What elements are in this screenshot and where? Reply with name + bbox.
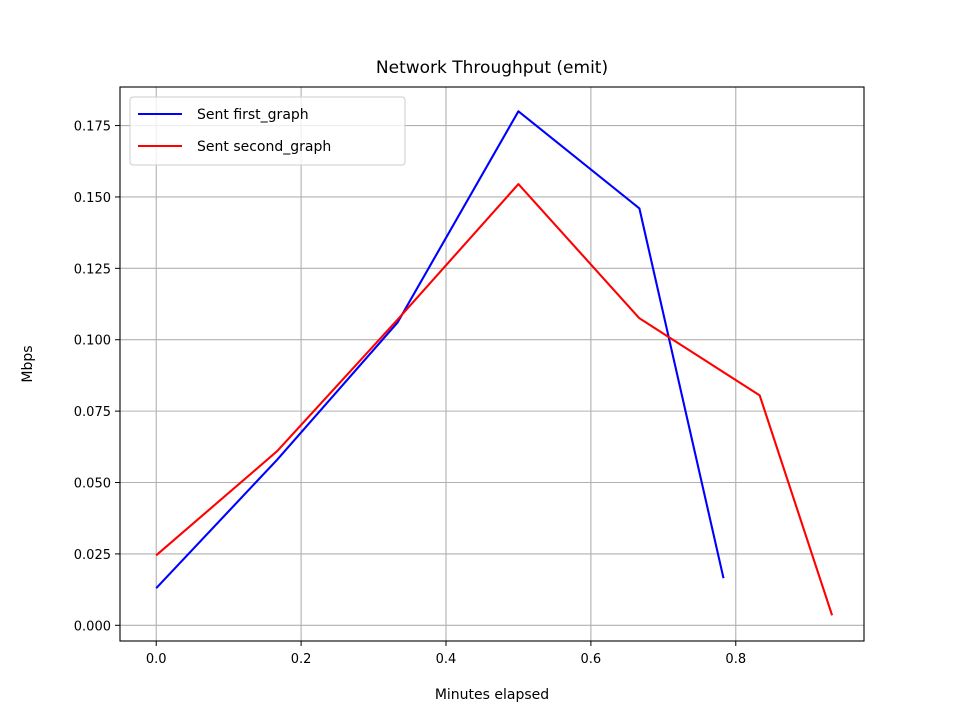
- x-axis-label: Minutes elapsed: [435, 687, 549, 703]
- series-lines: [155, 110, 834, 616]
- x-tick-label: 0.4: [436, 652, 457, 667]
- legend-label: Sent second_graph: [197, 139, 331, 155]
- chart-title: Network Throughput (emit): [376, 58, 608, 78]
- y-tick-label: 0.000: [74, 619, 111, 634]
- series-line-1: [155, 110, 725, 589]
- x-tick-label: 0.8: [725, 652, 746, 667]
- y-tick-label: 0.025: [74, 548, 111, 563]
- legend-label: Sent first_graph: [197, 107, 309, 123]
- x-tick-label: 0.6: [581, 652, 602, 667]
- grid: [120, 87, 864, 641]
- legend: Sent first_graph Sent second_graph: [129, 96, 406, 166]
- axis-ticks: 0.0 0.2 0.4 0.6 0.8 0.000 0.025 0.050 0.075 0.100…: [74, 120, 746, 667]
- y-tick-label: 0.075: [74, 405, 111, 420]
- x-tick-label: 0.2: [291, 652, 312, 667]
- y-tick-label: 0.050: [74, 477, 111, 492]
- x-tick-label: 0.0: [146, 652, 167, 667]
- y-axis-label: Mbps: [20, 345, 36, 382]
- plot-frame: [119, 86, 865, 642]
- y-tick-label: 0.150: [74, 191, 111, 206]
- legend-box: [129, 96, 406, 166]
- y-tick-label: 0.100: [74, 334, 111, 349]
- y-tick-label: 0.175: [74, 120, 111, 135]
- y-tick-label: 0.125: [74, 262, 111, 277]
- series-line-2: [155, 183, 834, 616]
